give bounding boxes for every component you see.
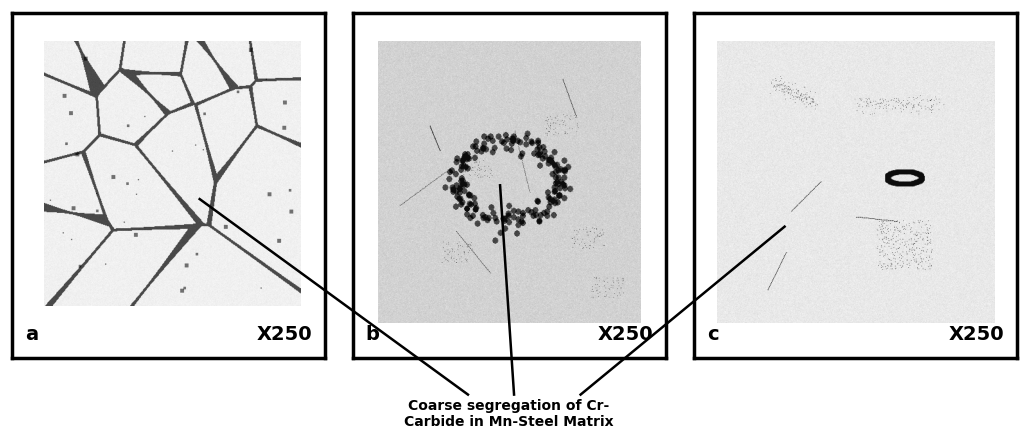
Text: c: c (708, 325, 719, 344)
Text: a: a (25, 325, 38, 344)
Text: X250: X250 (948, 325, 1004, 344)
Text: Coarse segregation of Cr-
Carbide in Mn-Steel Matrix: Coarse segregation of Cr- Carbide in Mn-… (404, 399, 613, 429)
Text: X250: X250 (597, 325, 653, 344)
Text: X250: X250 (256, 325, 312, 344)
Text: b: b (366, 325, 380, 344)
